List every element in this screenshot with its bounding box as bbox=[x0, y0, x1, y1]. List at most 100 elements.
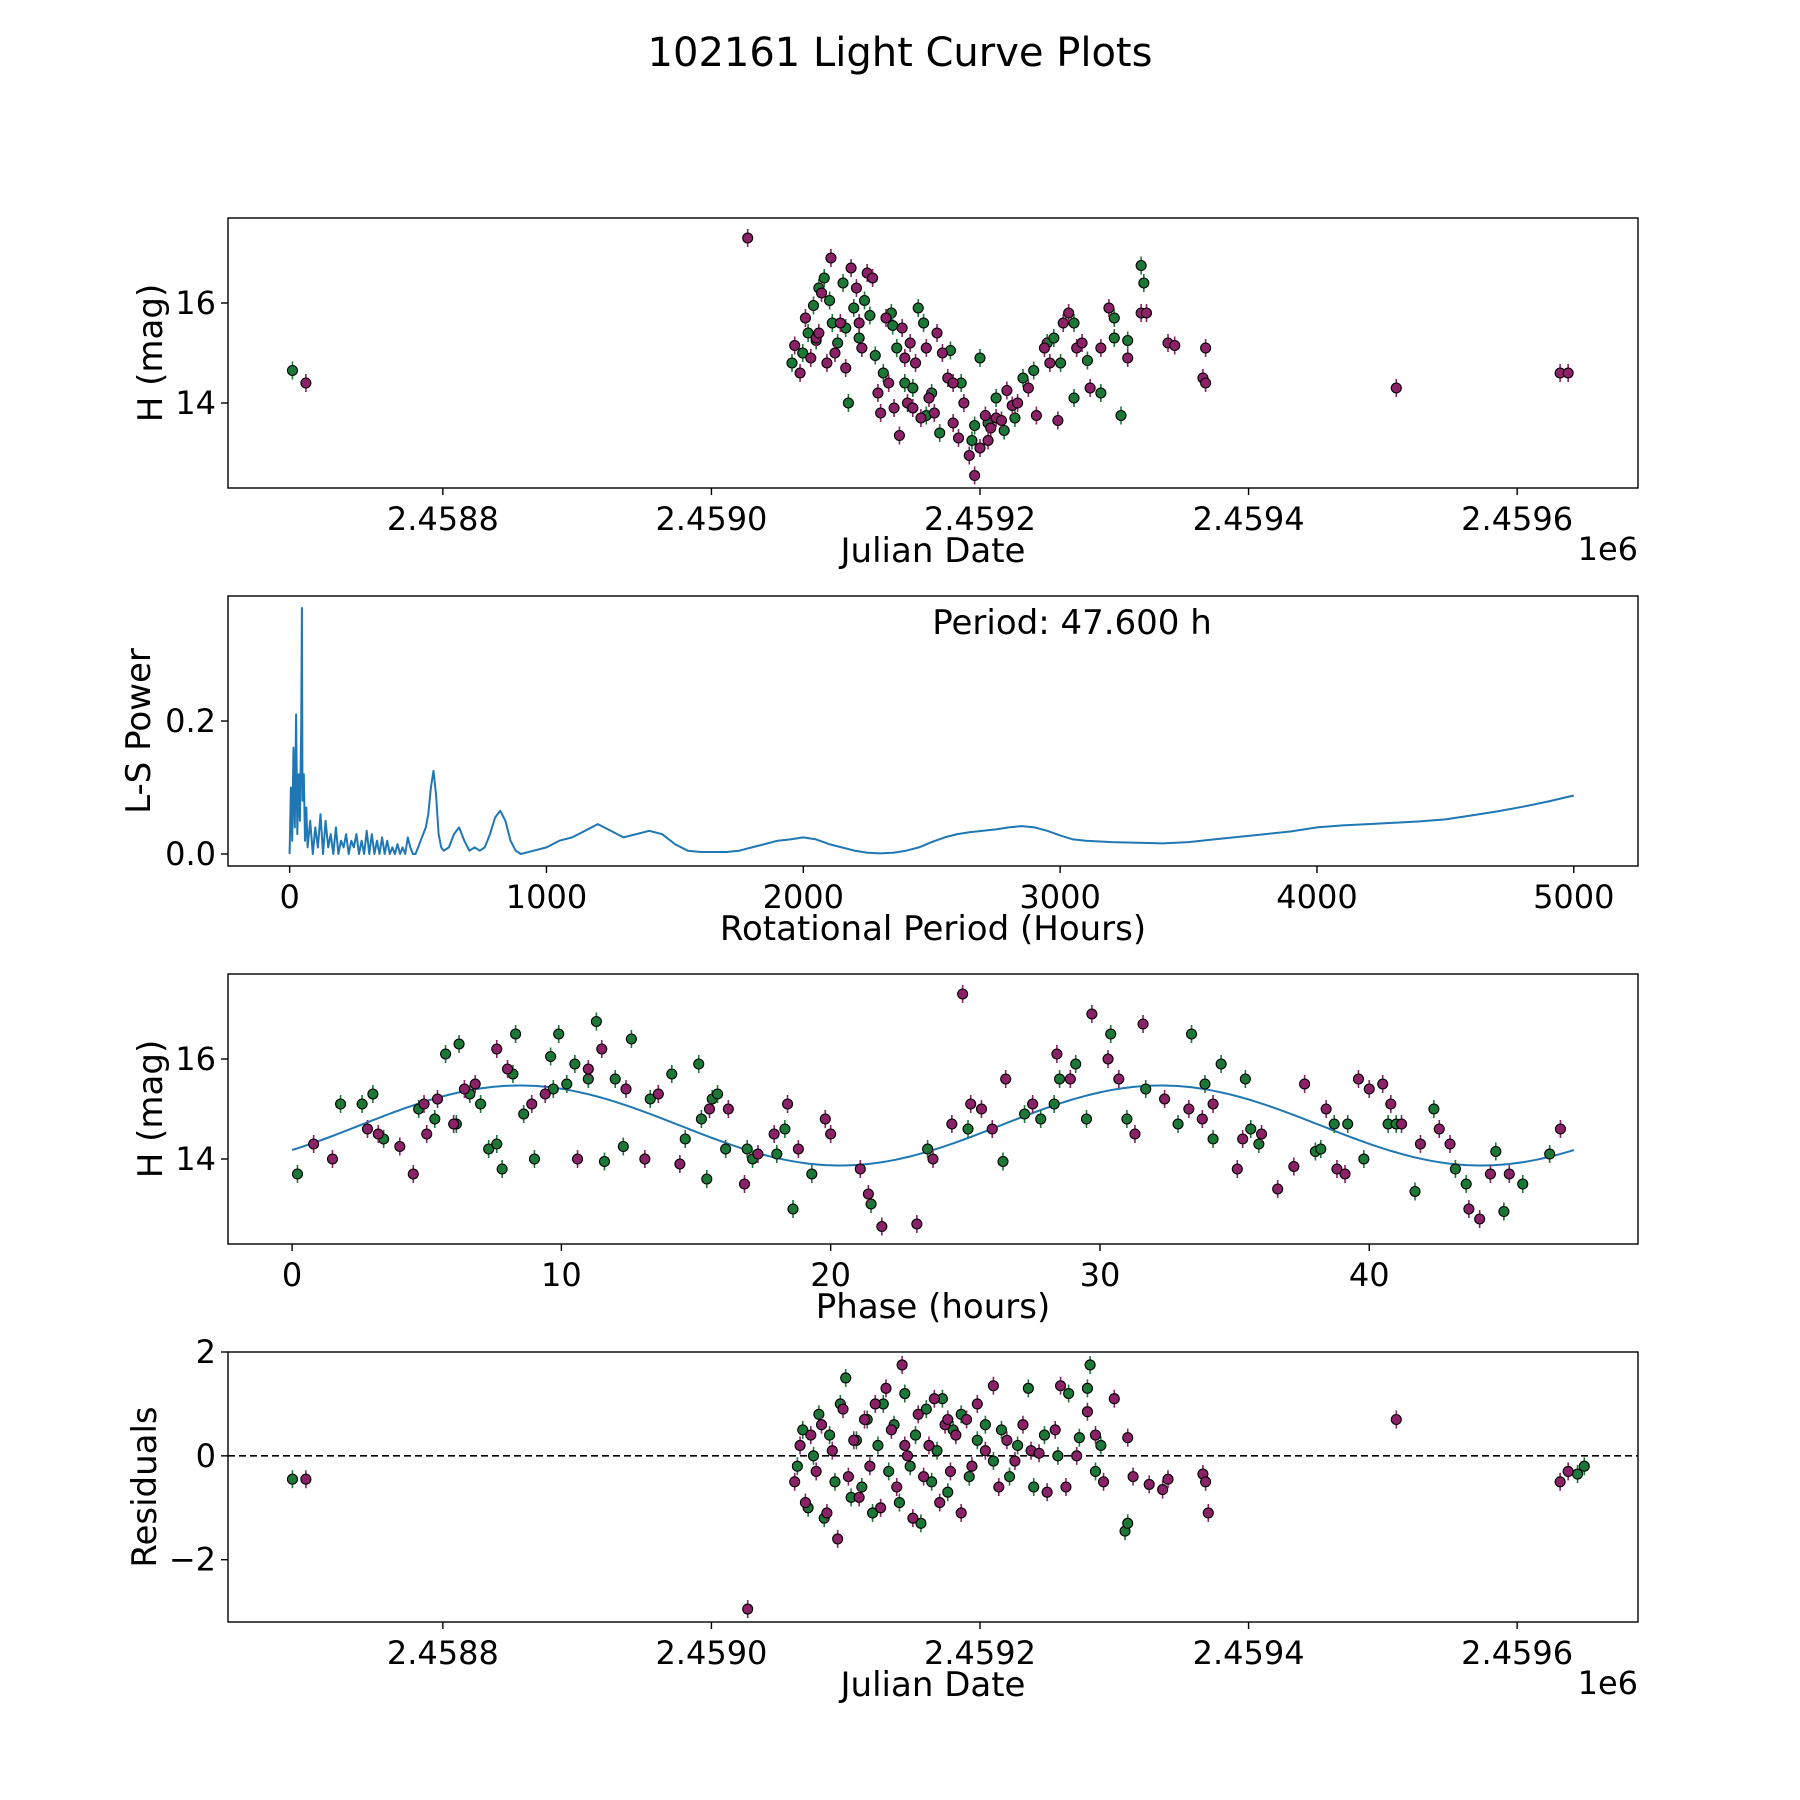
data-point-magenta bbox=[1157, 1480, 1169, 1499]
data-point-magenta bbox=[826, 1441, 838, 1460]
data-point-green bbox=[625, 1030, 637, 1048]
data-point-magenta bbox=[1331, 1160, 1343, 1178]
data-point-green bbox=[1068, 314, 1080, 332]
panel-light-curve-ylabel: H (mag) bbox=[131, 284, 171, 422]
data-point-green bbox=[995, 1420, 1008, 1439]
y-tick-label: 0.2 bbox=[165, 702, 216, 740]
data-point-magenta bbox=[853, 1488, 865, 1507]
data-point-green bbox=[1089, 1462, 1102, 1481]
data-point-magenta bbox=[639, 1150, 651, 1168]
data-point-magenta bbox=[1064, 1070, 1076, 1088]
data-point-magenta bbox=[805, 1426, 817, 1445]
data-point-green bbox=[679, 1130, 691, 1148]
data-point-green bbox=[609, 1070, 621, 1088]
data-point-magenta bbox=[1396, 1115, 1408, 1133]
data-point-magenta bbox=[1414, 1135, 1426, 1153]
data-point-green bbox=[1095, 1436, 1107, 1455]
data-point-green bbox=[931, 1441, 943, 1460]
data-point-magenta bbox=[1127, 1467, 1139, 1486]
data-point-magenta bbox=[985, 419, 997, 437]
data-point-green bbox=[824, 1426, 836, 1445]
data-point-magenta bbox=[1159, 1090, 1171, 1108]
data-point-magenta bbox=[1108, 1389, 1120, 1408]
data-point-green bbox=[926, 1472, 938, 1491]
panel-residuals-ylabel: Residuals bbox=[125, 1406, 165, 1567]
data-point-green bbox=[869, 346, 881, 365]
data-point-magenta bbox=[1089, 1426, 1102, 1445]
data-point-green bbox=[286, 361, 299, 380]
data-point-magenta bbox=[1001, 1431, 1013, 1450]
y-tick-label: 0.0 bbox=[165, 835, 216, 873]
data-point-magenta bbox=[1044, 354, 1056, 372]
data-point-magenta bbox=[947, 414, 959, 432]
data-point-magenta bbox=[918, 1467, 930, 1486]
data-point-green bbox=[720, 1140, 732, 1158]
data-point-magenta bbox=[946, 1115, 958, 1133]
data-point-magenta bbox=[1097, 1472, 1110, 1491]
data-point-magenta bbox=[1000, 1070, 1012, 1088]
data-point-magenta bbox=[1562, 1462, 1574, 1481]
data-point-green bbox=[818, 269, 830, 287]
x-tick-label: 5000 bbox=[1533, 878, 1614, 916]
data-point-magenta bbox=[1001, 381, 1013, 400]
data-point-magenta bbox=[819, 1110, 831, 1128]
data-point-green bbox=[518, 1105, 530, 1123]
data-point-green bbox=[922, 1140, 934, 1158]
data-point-magenta bbox=[952, 429, 965, 447]
data-point-magenta bbox=[674, 1155, 686, 1173]
data-point-magenta bbox=[840, 359, 852, 377]
data-point-green bbox=[1017, 369, 1029, 387]
data-point-magenta bbox=[300, 1470, 312, 1489]
data-point-magenta bbox=[308, 1135, 320, 1153]
figure-title: 102161 Light Curve Plots bbox=[648, 30, 1153, 76]
data-point-green bbox=[1048, 329, 1060, 347]
data-point-green bbox=[1409, 1182, 1421, 1201]
data-point-magenta bbox=[869, 1394, 881, 1413]
panel-light-curve-marks bbox=[286, 229, 1574, 485]
data-point-green bbox=[797, 1420, 809, 1439]
data-point-green bbox=[561, 1075, 573, 1093]
data-point-magenta bbox=[1169, 336, 1181, 355]
data-point-green bbox=[786, 354, 798, 372]
panel-light-curve-frame bbox=[227, 217, 1639, 489]
panel-residuals-xlabel: Julian Date bbox=[839, 1665, 1026, 1705]
data-point-magenta bbox=[458, 1080, 470, 1098]
x-tick-label: 40 bbox=[1349, 1256, 1390, 1294]
panel-residuals: 2.4588 2.4590 2.4592 2.4594 2.4596 −2 0 2 Julia… bbox=[125, 1333, 1639, 1705]
data-point-green bbox=[883, 1462, 895, 1481]
data-point-magenta bbox=[421, 1125, 433, 1143]
x-tick-label: 3000 bbox=[1019, 878, 1100, 916]
data-point-magenta bbox=[1231, 1160, 1243, 1178]
data-point-magenta bbox=[1255, 1125, 1268, 1143]
data-point-magenta bbox=[825, 249, 837, 267]
data-point-magenta bbox=[1143, 1475, 1155, 1494]
data-point-magenta bbox=[966, 1457, 978, 1476]
data-point-magenta bbox=[1103, 299, 1115, 317]
data-point-magenta bbox=[1129, 1125, 1141, 1143]
data-point-magenta bbox=[1463, 1200, 1475, 1218]
data-point-green bbox=[1028, 361, 1040, 380]
data-point-magenta bbox=[469, 1075, 481, 1093]
data-point-magenta bbox=[1025, 1441, 1037, 1460]
data-point-green bbox=[1121, 1110, 1133, 1128]
data-point-magenta bbox=[934, 1493, 946, 1512]
data-point-magenta bbox=[1060, 1478, 1072, 1496]
data-point-green bbox=[483, 1140, 495, 1158]
data-point-green bbox=[1207, 1130, 1219, 1148]
data-point-green bbox=[858, 291, 871, 310]
data-point-magenta bbox=[864, 1457, 876, 1476]
data-point-green bbox=[547, 1080, 559, 1098]
data-point-green bbox=[1063, 1384, 1075, 1403]
data-point-magenta bbox=[891, 1478, 903, 1496]
data-point-magenta bbox=[867, 269, 879, 287]
data-point-magenta bbox=[961, 1410, 973, 1429]
data-point-magenta bbox=[1200, 339, 1212, 357]
data-point-green bbox=[1095, 384, 1107, 402]
data-point-green bbox=[867, 1503, 879, 1522]
data-point-magenta bbox=[1183, 1100, 1195, 1118]
data-point-magenta bbox=[927, 1150, 939, 1168]
data-point-magenta bbox=[1162, 1470, 1174, 1489]
data-point-green bbox=[969, 416, 981, 435]
data-point-green bbox=[712, 1085, 724, 1103]
data-point-magenta bbox=[1200, 374, 1212, 392]
